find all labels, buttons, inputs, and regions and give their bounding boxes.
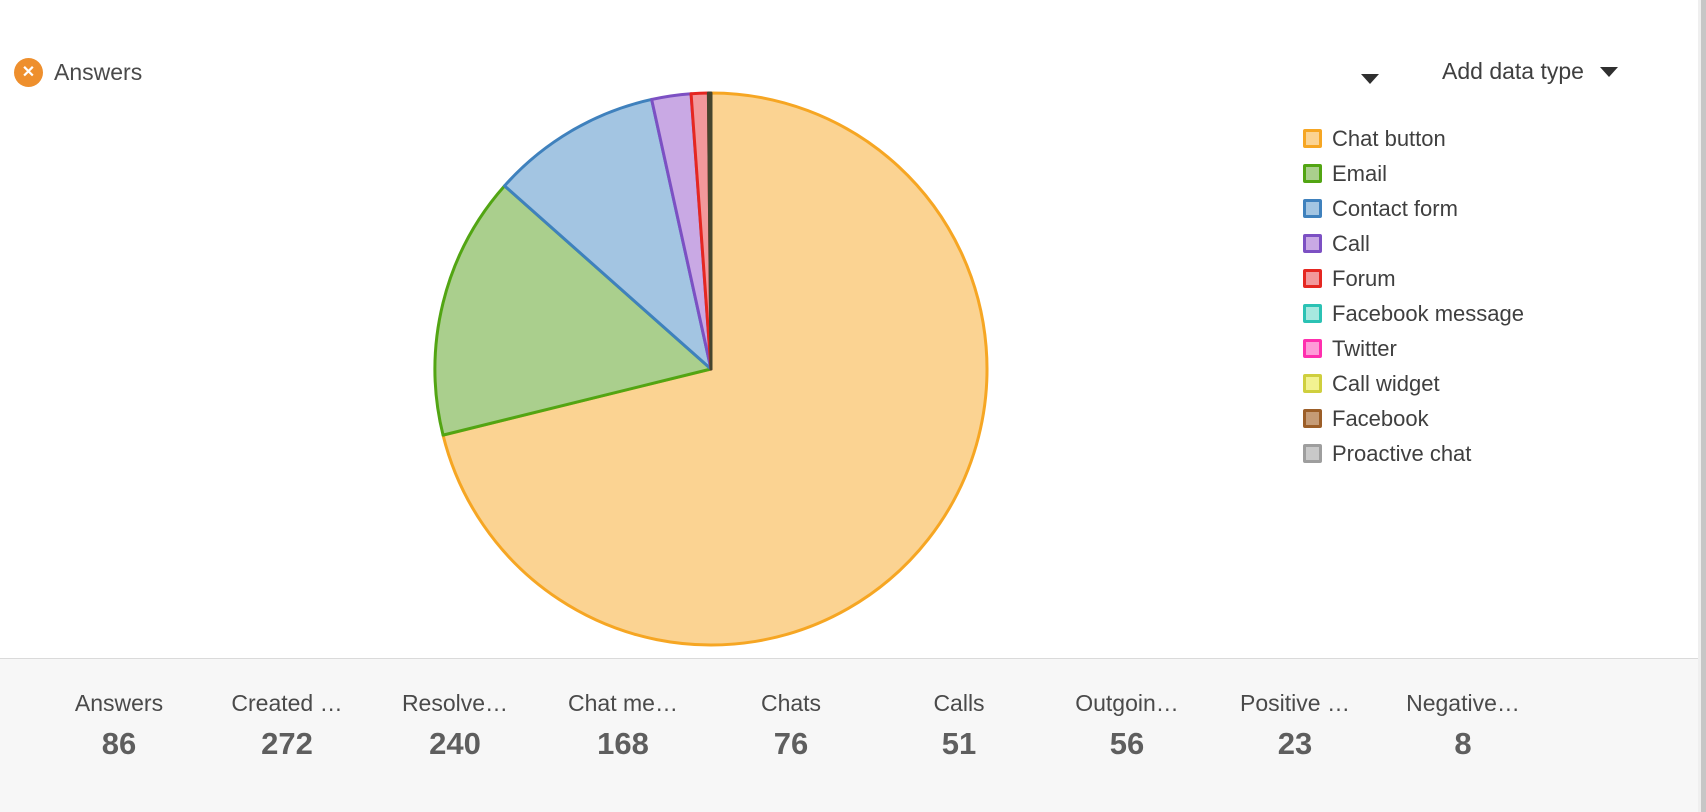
legend-item-label: Call <box>1332 230 1370 256</box>
legend-item[interactable]: Contact form <box>1303 191 1524 226</box>
legend-item[interactable]: Twitter <box>1303 331 1524 366</box>
chart-legend: Chat button Email Contact form Call Foru… <box>1303 121 1524 471</box>
stat-column[interactable]: Created … 272 <box>203 690 371 762</box>
stat-label: Chat me… <box>568 690 678 716</box>
stats-divider <box>0 658 1706 659</box>
pie-slice-email[interactable] <box>433 184 713 437</box>
legend-item-label: Proactive chat <box>1332 440 1472 466</box>
stat-label: Calls <box>933 690 985 716</box>
stat-label: Negative… <box>1406 690 1520 716</box>
legend-swatch-icon <box>1303 199 1322 218</box>
stat-value: 56 <box>1109 726 1145 761</box>
stat-value: 272 <box>261 726 313 761</box>
stat-column[interactable]: Answers 86 <box>35 690 203 762</box>
stat-value: 51 <box>941 726 977 761</box>
legend-swatch-icon <box>1303 269 1322 288</box>
close-widget-button[interactable]: ✕ <box>14 58 43 87</box>
stat-column[interactable]: Calls 51 <box>875 690 1043 762</box>
stat-label: Answers <box>74 690 164 716</box>
widget-header: ✕ Answers <box>14 58 142 87</box>
legend-item-label: Twitter <box>1332 335 1397 361</box>
legend-item-label: Call widget <box>1332 370 1440 396</box>
add-data-type-dropdown[interactable]: Add data type <box>1442 58 1618 85</box>
chevron-down-icon <box>1599 66 1618 77</box>
stat-column[interactable]: Positive … 23 <box>1211 690 1379 762</box>
legend-item-label: Email <box>1332 160 1388 186</box>
stat-column[interactable]: Resolve… 240 <box>371 690 539 762</box>
legend-swatch-icon <box>1303 339 1322 358</box>
stat-column[interactable]: Chat me… 168 <box>539 690 707 762</box>
stat-column[interactable]: Chats 76 <box>707 690 875 762</box>
legend-item[interactable]: Forum <box>1303 261 1524 296</box>
legend-item[interactable]: Facebook message <box>1303 296 1524 331</box>
legend-swatch-icon <box>1303 409 1322 428</box>
legend-item-label: Facebook <box>1332 405 1429 431</box>
stat-value: 240 <box>429 726 481 761</box>
legend-item-label: Facebook message <box>1332 300 1524 326</box>
scrollbar[interactable] <box>1698 0 1706 812</box>
legend-item[interactable]: Facebook <box>1303 401 1524 436</box>
widget-title: Answers <box>54 59 143 85</box>
legend-item[interactable]: Call <box>1303 226 1524 261</box>
stat-label: Positive … <box>1240 690 1350 716</box>
stat-label: Outgoin… <box>1075 690 1179 716</box>
legend-swatch-icon <box>1303 374 1322 393</box>
legend-swatch-icon <box>1303 234 1322 253</box>
stat-column[interactable]: Negative… 8 <box>1379 690 1547 762</box>
legend-item-label: Chat button <box>1332 125 1446 151</box>
legend-item[interactable]: Chat button <box>1303 121 1524 156</box>
stat-value: 76 <box>773 726 809 761</box>
add-data-type-label: Add data type <box>1442 58 1584 84</box>
legend-item[interactable]: Proactive chat <box>1303 436 1524 471</box>
pie-slice-proactive-chat[interactable] <box>706 91 713 371</box>
pie-chart-area <box>430 88 992 650</box>
chart-options-dropdown[interactable] <box>1357 67 1383 93</box>
legend-swatch-icon <box>1303 164 1322 183</box>
legend-item-label: Contact form <box>1332 195 1458 221</box>
chevron-down-icon <box>1361 74 1379 84</box>
stat-value: 23 <box>1277 726 1313 761</box>
pie-chart <box>433 91 989 647</box>
legend-item[interactable]: Email <box>1303 156 1524 191</box>
stat-label: Created … <box>231 690 343 716</box>
stats-bar-background <box>0 659 1706 812</box>
legend-item[interactable]: Call widget <box>1303 366 1524 401</box>
stat-label: Chats <box>760 690 822 716</box>
legend-swatch-icon <box>1303 444 1322 463</box>
legend-swatch-icon <box>1303 129 1322 148</box>
stat-value: 8 <box>1454 726 1472 761</box>
legend-item-label: Forum <box>1332 265 1396 291</box>
legend-swatch-icon <box>1303 304 1322 323</box>
pie-slice-contact-form[interactable] <box>503 97 713 371</box>
stat-value: 168 <box>597 726 649 761</box>
close-icon: ✕ <box>21 63 36 81</box>
pie-slice-chat-button[interactable] <box>441 91 989 647</box>
stat-value: 86 <box>101 726 137 761</box>
stat-column[interactable]: Outgoin… 56 <box>1043 690 1211 762</box>
stats-bar: Answers 86 Created … 272 Resolve… 240 Ch… <box>35 690 1547 762</box>
stat-label: Resolve… <box>401 690 509 716</box>
